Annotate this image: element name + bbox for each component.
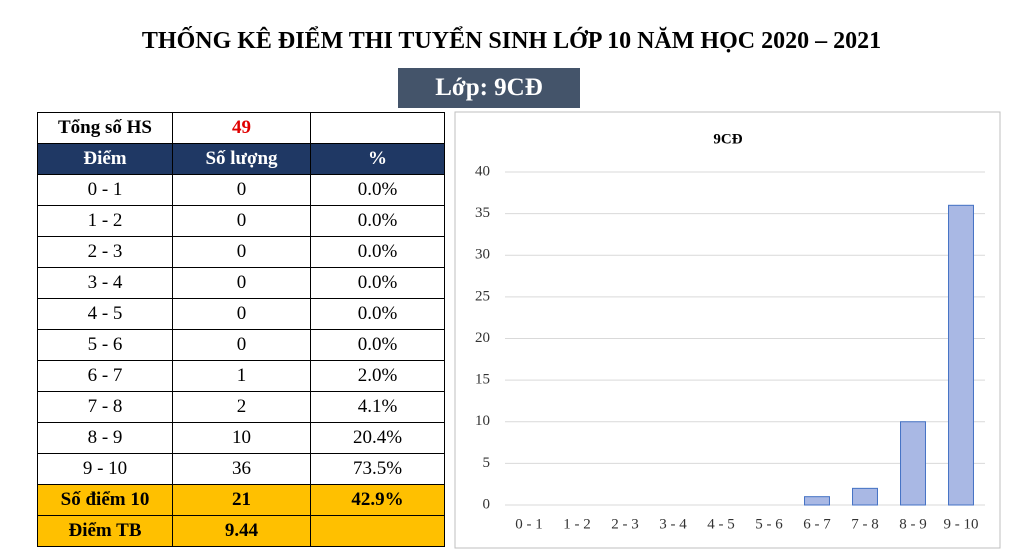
- table-cell: 7 - 8: [37, 391, 173, 423]
- table-cell: Tổng số HS: [37, 112, 173, 144]
- x-tick-label: 5 - 6: [755, 516, 783, 532]
- table-cell: 0: [172, 267, 311, 299]
- x-tick-label: 8 - 9: [899, 516, 927, 532]
- y-tick-label: 20: [475, 330, 490, 346]
- table-cell: Số điểm 10: [37, 484, 173, 516]
- x-tick-label: 0 - 1: [515, 516, 543, 532]
- table-cell: 0.0%: [310, 205, 445, 237]
- x-tick-label: 7 - 8: [851, 516, 879, 532]
- page-title: THỐNG KÊ ĐIỂM THI TUYỂN SINH LỚP 10 NĂM …: [141, 28, 882, 54]
- y-tick-label: 30: [475, 247, 490, 263]
- table-cell: %: [310, 143, 445, 175]
- x-tick-label: 9 - 10: [944, 516, 979, 532]
- table-cell: 49: [172, 112, 311, 144]
- table-cell: 42.9%: [310, 484, 445, 516]
- score-table: Tổng số HS 49 Điểm Số lượng% 0 - 1 0 0.0% 1 - 2…: [37, 112, 445, 547]
- y-tick-label: 10: [475, 413, 490, 429]
- x-tick-label: 1 - 2: [563, 516, 591, 532]
- table-row: 6 - 7 1 2.0%: [37, 360, 445, 392]
- table-row: Số điểm 10 21 42.9%: [37, 484, 445, 516]
- table-cell: Điểm: [37, 143, 173, 175]
- x-tick-label: 4 - 5: [707, 516, 735, 532]
- table-cell: 9.44: [172, 515, 311, 547]
- table-cell: 0.0%: [310, 174, 445, 206]
- table-cell: 1 - 2: [37, 205, 173, 237]
- table-cell: 5 - 6: [37, 329, 173, 361]
- x-tick-label: 2 - 3: [611, 516, 639, 532]
- bar: [852, 487, 878, 506]
- table-cell: 0: [172, 205, 311, 237]
- bar: [900, 421, 926, 506]
- table-row: Điểm TB 9.44: [37, 515, 445, 547]
- chart-title: 9CĐ: [713, 131, 742, 147]
- table-cell: 0.0%: [310, 267, 445, 299]
- table-cell: 0.0%: [310, 236, 445, 268]
- table-row: 0 - 1 0 0.0%: [37, 174, 445, 206]
- class-label: Lớp: 9CĐ: [398, 68, 580, 108]
- y-tick-label: 40: [475, 163, 490, 179]
- x-tick-label: 3 - 4: [659, 516, 687, 532]
- table-row: 9 - 10 36 73.5%: [37, 453, 445, 485]
- y-tick-label: 5: [483, 455, 491, 471]
- table-row: 7 - 8 2 4.1%: [37, 391, 445, 423]
- y-tick-label: 35: [475, 205, 490, 221]
- y-tick-label: 25: [475, 288, 490, 304]
- bar: [948, 204, 974, 506]
- table-row: 2 - 3 0 0.0%: [37, 236, 445, 268]
- table-cell: 21: [172, 484, 311, 516]
- table-cell: 73.5%: [310, 453, 445, 485]
- table-row: Tổng số HS 49: [37, 112, 445, 144]
- table-cell: 0: [172, 298, 311, 330]
- table-cell: [310, 515, 445, 547]
- table-cell: Điểm TB: [37, 515, 173, 547]
- table-cell: 1: [172, 360, 311, 392]
- x-tick-label: 6 - 7: [803, 516, 831, 532]
- table-cell: 36: [172, 453, 311, 485]
- table-cell: 0: [172, 236, 311, 268]
- table-cell: 2.0%: [310, 360, 445, 392]
- bar: [804, 496, 830, 506]
- y-tick-label: 15: [475, 372, 490, 388]
- table-cell: 0.0%: [310, 298, 445, 330]
- table-cell: 20.4%: [310, 422, 445, 454]
- table-cell: 0 - 1: [37, 174, 173, 206]
- y-tick-label: 0: [483, 496, 491, 512]
- table-row: Điểm Số lượng%: [37, 143, 445, 175]
- table-cell: 4.1%: [310, 391, 445, 423]
- table-row: 1 - 2 0 0.0%: [37, 205, 445, 237]
- table-row: 4 - 5 0 0.0%: [37, 298, 445, 330]
